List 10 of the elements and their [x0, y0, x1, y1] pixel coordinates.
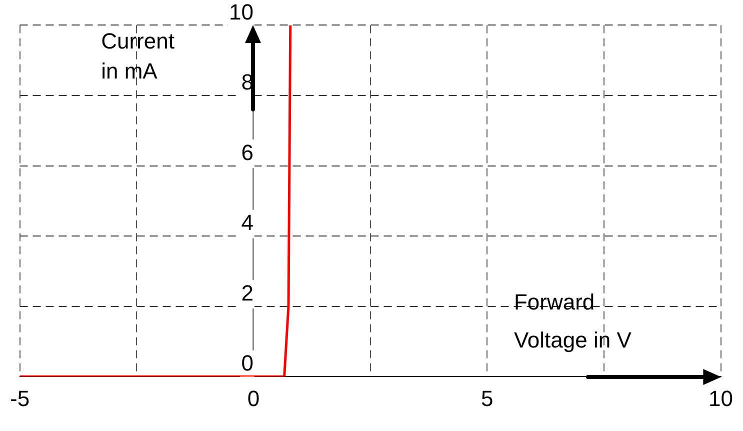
y-tick-label: 0	[241, 350, 254, 376]
y-tick-label: 4	[241, 210, 254, 236]
y-tick-label: 6	[241, 140, 254, 165]
y-tick-label: 2	[241, 280, 254, 306]
y-tick-label: 10	[228, 0, 254, 24]
x-tick-label: -5	[10, 386, 30, 411]
x-axis-title: Forward Voltage in V	[514, 290, 632, 353]
y-axis-title: Current in mA	[101, 28, 174, 84]
x-tick-label: 10	[708, 386, 734, 411]
x-tick-label: 5	[480, 386, 494, 411]
